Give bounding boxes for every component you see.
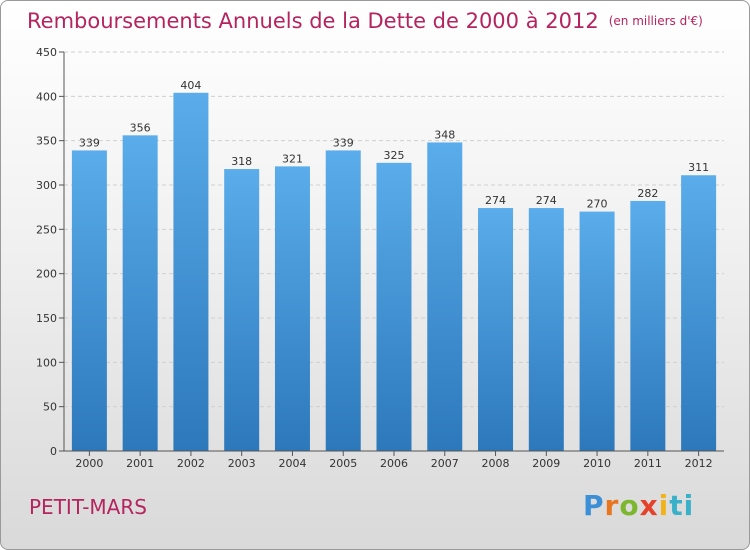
y-tick-label: 300 [36,179,57,192]
x-tick-label: 2011 [634,457,662,470]
logo-letter: P [583,489,605,522]
x-tick-label: 2005 [329,457,357,470]
y-tick-label: 50 [43,401,57,414]
x-axis: 2000 2001 2002 2003 2004 2005 2006 2007 2008 2009… [64,450,724,470]
bar [325,150,361,452]
bar [528,208,564,451]
logo-letter: o [619,489,640,522]
data-label: 311 [688,161,709,174]
data-label: 274 [485,194,506,207]
logo-letter: r [604,489,620,522]
bar [376,162,412,452]
bar [173,92,209,451]
data-label: 348 [434,128,455,141]
bar [681,175,717,451]
proxiti-logo: Proxiti [583,489,694,522]
bar [224,169,260,452]
x-tick-label: 2010 [583,457,611,470]
y-tick-label: 250 [36,223,57,236]
chart-title: Remboursements Annuels de la Dette de 20… [27,9,703,33]
bar [427,142,463,451]
data-label: 270 [587,198,608,211]
y-tick-label: 450 [36,46,57,59]
logo-letter: i [658,489,670,522]
x-tick-label: 2007 [431,457,459,470]
x-tick-label: 2009 [532,457,560,470]
y-tick-label: 100 [36,356,57,369]
bar [71,150,107,452]
x-tick-label: 2002 [177,457,205,470]
bars: 339 356 404 318 321 339 325 348 274 274 270 282 311 [71,79,717,452]
y-axis: 0 50 100 150 200 250 300 350 400 450 [36,46,65,458]
chart-unit: (en milliers d'€) [608,14,703,28]
data-label: 339 [333,136,354,149]
data-label: 356 [130,121,151,134]
logo-letter: x [639,489,659,522]
x-tick-label: 2008 [482,457,510,470]
city-name: PETIT-MARS [29,495,147,519]
bar [122,135,158,451]
bar [630,200,666,451]
x-tick-label: 2004 [278,457,306,470]
y-tick-label: 200 [36,268,57,281]
data-label: 339 [79,136,100,149]
data-label: 404 [180,79,201,92]
y-tick-label: 350 [36,135,57,148]
bar [274,166,310,451]
x-tick-label: 2000 [75,457,103,470]
y-tick-label: 400 [36,90,57,103]
chart-title-text: Remboursements Annuels de la Dette de 20… [27,9,599,33]
y-tick-label: 0 [50,445,57,458]
x-tick-label: 2003 [228,457,256,470]
y-tick-label: 150 [36,312,57,325]
data-label: 321 [282,152,303,165]
data-label: 274 [536,194,557,207]
bar [579,211,615,451]
logo-letter: ti [669,489,695,522]
bar [478,208,514,451]
data-label: 282 [637,187,658,200]
x-tick-label: 2006 [380,457,408,470]
x-tick-label: 2001 [126,457,154,470]
data-label: 325 [384,149,405,162]
data-label: 318 [231,155,252,168]
x-tick-label: 2012 [685,457,713,470]
